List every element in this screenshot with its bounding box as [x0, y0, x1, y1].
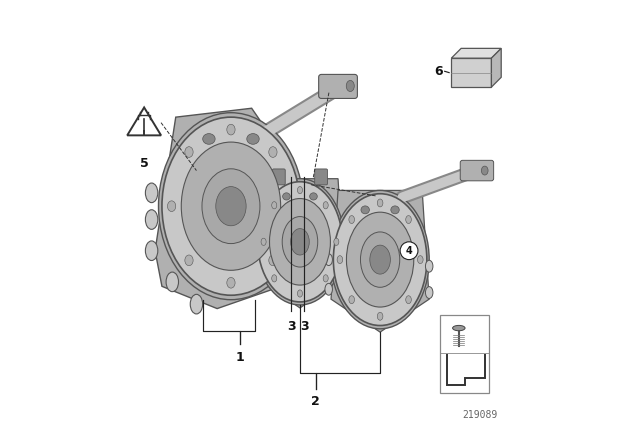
Ellipse shape — [406, 296, 412, 304]
Ellipse shape — [323, 275, 328, 282]
Ellipse shape — [361, 206, 369, 214]
FancyBboxPatch shape — [319, 74, 357, 99]
FancyBboxPatch shape — [460, 160, 493, 181]
Ellipse shape — [190, 294, 203, 314]
Ellipse shape — [301, 198, 312, 214]
Circle shape — [400, 242, 418, 260]
Ellipse shape — [370, 245, 390, 274]
Ellipse shape — [481, 166, 488, 175]
Ellipse shape — [168, 201, 176, 211]
Ellipse shape — [426, 260, 433, 272]
Text: 3: 3 — [287, 320, 296, 333]
FancyBboxPatch shape — [440, 315, 489, 393]
Text: 219089: 219089 — [463, 410, 498, 420]
Ellipse shape — [333, 194, 427, 326]
Ellipse shape — [227, 277, 235, 288]
Ellipse shape — [269, 146, 277, 157]
Text: 3: 3 — [300, 320, 308, 333]
Ellipse shape — [291, 228, 309, 255]
Text: 4: 4 — [406, 246, 412, 256]
Polygon shape — [451, 48, 501, 58]
Ellipse shape — [166, 272, 179, 292]
Ellipse shape — [346, 80, 355, 91]
Ellipse shape — [203, 134, 215, 144]
Ellipse shape — [301, 234, 312, 250]
Ellipse shape — [227, 124, 235, 135]
Ellipse shape — [286, 201, 294, 211]
Ellipse shape — [349, 215, 355, 224]
Ellipse shape — [145, 241, 158, 260]
Ellipse shape — [325, 283, 332, 295]
Ellipse shape — [272, 202, 276, 209]
FancyBboxPatch shape — [451, 58, 492, 87]
Ellipse shape — [452, 325, 465, 331]
FancyBboxPatch shape — [315, 169, 328, 185]
Ellipse shape — [337, 256, 342, 263]
Ellipse shape — [325, 254, 332, 266]
Ellipse shape — [346, 212, 414, 307]
FancyBboxPatch shape — [273, 169, 285, 185]
Ellipse shape — [426, 287, 433, 298]
Polygon shape — [492, 48, 501, 87]
Ellipse shape — [269, 255, 277, 266]
Ellipse shape — [349, 296, 355, 304]
Ellipse shape — [378, 199, 383, 207]
Ellipse shape — [145, 210, 158, 229]
Ellipse shape — [283, 193, 291, 200]
Text: 2: 2 — [311, 396, 320, 409]
Ellipse shape — [202, 169, 260, 244]
Ellipse shape — [181, 142, 281, 270]
Ellipse shape — [298, 186, 303, 194]
Ellipse shape — [216, 187, 246, 226]
Ellipse shape — [162, 117, 300, 295]
Text: 6: 6 — [434, 65, 442, 78]
Ellipse shape — [282, 216, 317, 267]
Ellipse shape — [406, 215, 412, 224]
Ellipse shape — [258, 182, 342, 302]
Polygon shape — [255, 179, 344, 308]
Ellipse shape — [310, 193, 317, 200]
Ellipse shape — [378, 312, 383, 320]
Ellipse shape — [323, 202, 328, 209]
Polygon shape — [155, 108, 307, 309]
Ellipse shape — [391, 206, 399, 214]
Ellipse shape — [185, 146, 193, 157]
Text: 1: 1 — [236, 351, 244, 364]
Ellipse shape — [159, 113, 303, 300]
Ellipse shape — [360, 232, 400, 287]
Ellipse shape — [417, 256, 423, 263]
Text: 5: 5 — [140, 157, 148, 170]
Ellipse shape — [145, 183, 158, 202]
Polygon shape — [331, 190, 429, 332]
Ellipse shape — [185, 255, 193, 266]
Ellipse shape — [269, 198, 330, 285]
Ellipse shape — [272, 275, 276, 282]
Ellipse shape — [247, 134, 259, 144]
Ellipse shape — [298, 290, 303, 297]
Ellipse shape — [255, 179, 344, 305]
Ellipse shape — [261, 238, 266, 246]
Ellipse shape — [331, 190, 429, 329]
Ellipse shape — [334, 238, 339, 246]
